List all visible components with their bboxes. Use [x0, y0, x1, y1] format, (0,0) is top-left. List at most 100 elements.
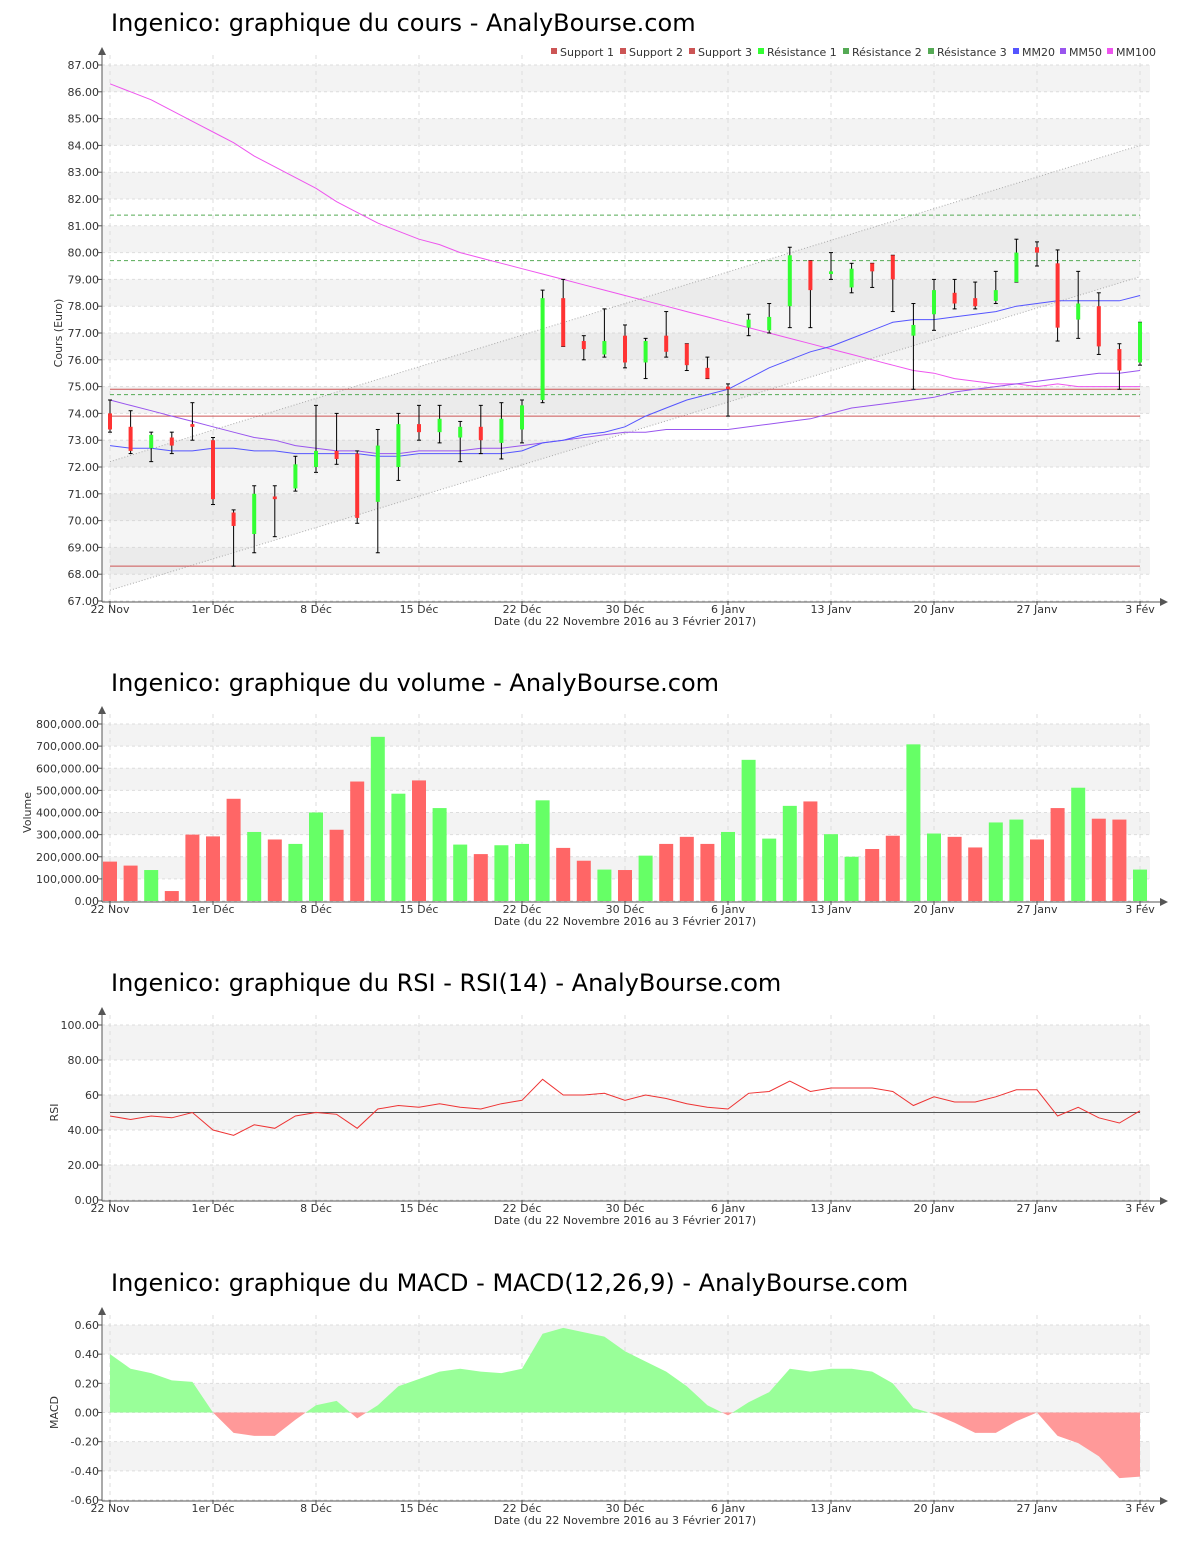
volume-x-tick-label: 3 Fév — [1125, 903, 1155, 916]
volume-bar — [494, 845, 509, 901]
volume-bar — [144, 870, 159, 901]
volume-bar — [1112, 819, 1127, 901]
volume-y-tick-label: 800,000.00 — [36, 718, 99, 731]
price-y-tick-label: 82.00 — [68, 193, 100, 206]
candle-body — [190, 424, 195, 427]
volume-chart: 22 Nov 1er Déc 8 Déc 15 Déc 22 Déc 30 Déc 6 Ja… — [21, 706, 1168, 928]
volume-bar — [597, 869, 612, 901]
volume-bar — [1133, 869, 1147, 901]
rsi-x-tick-label: 6 Janv — [711, 1202, 745, 1215]
macd-x-tick-label: 8 Déc — [300, 1502, 332, 1515]
rsi-y-tick-label: 100.00 — [61, 1019, 100, 1032]
macd-positive-area — [305, 1400, 351, 1413]
price-grid-band — [102, 118, 1150, 146]
legend-label: Support 2 — [629, 46, 683, 59]
volume-bar — [226, 798, 241, 901]
price-grid-band — [102, 225, 1150, 253]
price-x-tick-label: 1er Déc — [191, 603, 234, 616]
rsi-chart-title: Ingenico: graphique du RSI - RSI(14) - A… — [111, 969, 782, 997]
volume-y-label: Volume — [21, 792, 34, 833]
price-x-tick-label: 8 Déc — [300, 603, 332, 616]
rsi-x-axis-arrow — [1160, 1197, 1168, 1205]
price-grid-band — [102, 65, 1150, 92]
volume-y-tick-label: 400,000.00 — [36, 807, 99, 820]
candle-body — [211, 440, 215, 500]
candle-body — [829, 271, 833, 275]
candle-body — [1117, 349, 1122, 371]
macd-x-tick-label: 6 Janv — [711, 1502, 745, 1515]
volume-bar — [576, 860, 591, 901]
candle-body — [128, 426, 133, 451]
volume-y-tick-label: 200,000.00 — [36, 851, 99, 864]
rsi-y-tick-label: 60 — [85, 1089, 99, 1102]
candle-body — [499, 418, 504, 443]
macd-y-tick-label: 0.20 — [75, 1377, 100, 1390]
price-x-tick-label: 27 Janv — [1017, 603, 1058, 616]
macd-y-tick-label: 0.60 — [75, 1319, 100, 1332]
volume-bar — [556, 847, 571, 901]
candle-body — [870, 263, 875, 272]
candle-body — [890, 255, 895, 280]
volume-y-tick-label: 600,000.00 — [36, 762, 99, 775]
volume-bar — [206, 836, 220, 901]
volume-bar — [782, 805, 797, 901]
legend-swatch — [689, 48, 695, 54]
volume-bar — [412, 780, 426, 901]
candle-body — [705, 367, 710, 379]
volume-chart-title: Ingenico: graphique du volume - AnalyBou… — [111, 669, 720, 697]
legend-swatch — [551, 48, 557, 54]
rsi-chart: 22 Nov 1er Déc 8 Déc 15 Déc 22 Déc 30 Déc 6 Ja… — [48, 1007, 1168, 1227]
volume-bar — [329, 829, 344, 901]
volume-bar — [721, 831, 735, 901]
price-y-tick-label: 84.00 — [68, 139, 100, 152]
price-y-tick-label: 68.00 — [68, 568, 100, 581]
macd-grid-band — [102, 1441, 1150, 1471]
legend-swatch — [928, 48, 934, 54]
volume-bar — [515, 843, 529, 901]
rsi-x-tick-label: 1er Déc — [191, 1202, 234, 1215]
legend-swatch — [1107, 48, 1113, 54]
volume-bar — [473, 854, 488, 901]
candle-body — [602, 341, 607, 355]
volume-bar — [1050, 808, 1065, 901]
legend-label: Résistance 2 — [852, 46, 922, 59]
legend-label: Résistance 3 — [937, 46, 1007, 59]
candle-body — [169, 437, 174, 446]
volume-x-tick-label: 15 Déc — [400, 903, 439, 916]
candle-body — [417, 424, 421, 433]
trend-channel-lower — [109, 276, 1141, 591]
price-y-tick-label: 78.00 — [68, 300, 100, 313]
candle-body — [808, 260, 813, 291]
macd-y-tick-label: -0.20 — [71, 1436, 99, 1449]
macd-x-tick-label: 22 Déc — [503, 1502, 542, 1515]
volume-bar — [618, 870, 632, 901]
macd-y-tick-label: -0.60 — [71, 1494, 99, 1507]
volume-grid-band — [102, 724, 1150, 747]
candle-body — [767, 316, 772, 331]
volume-bar — [762, 838, 777, 901]
macd-positive-area — [366, 1327, 723, 1413]
legend-label: Support 1 — [560, 46, 614, 59]
rsi-x-tick-label: 27 Janv — [1017, 1202, 1058, 1215]
price-chart: 22 Nov 1er Déc 8 Déc 15 Déc 22 Déc 30 Déc 6 Ja… — [52, 46, 1168, 628]
macd-x-label: Date (du 22 Novembre 2016 au 3 Février 2… — [494, 1514, 756, 1527]
volume-y-tick-label: 500,000.00 — [36, 784, 99, 797]
price-x-tick-label: 15 Déc — [400, 603, 439, 616]
volume-x-tick-label: 13 Janv — [811, 903, 852, 916]
candle-body — [149, 434, 154, 449]
candle-body — [1035, 247, 1039, 253]
volume-x-tick-label: 22 Déc — [503, 903, 542, 916]
rsi-x-tick-label: 22 Nov — [91, 1202, 130, 1215]
volume-bar — [968, 847, 983, 901]
macd-grid-band — [102, 1325, 1150, 1355]
volume-x-axis-arrow — [1160, 898, 1168, 906]
price-y-tick-label: 70.00 — [68, 515, 100, 528]
volume-bar — [844, 856, 859, 901]
volume-bar — [432, 808, 447, 901]
volume-bar — [391, 793, 406, 901]
legend-swatch — [620, 48, 626, 54]
volume-bar — [267, 839, 282, 901]
macd-x-tick-label: 13 Janv — [811, 1502, 852, 1515]
candle-body — [561, 298, 566, 347]
price-grid-band — [102, 172, 1150, 199]
